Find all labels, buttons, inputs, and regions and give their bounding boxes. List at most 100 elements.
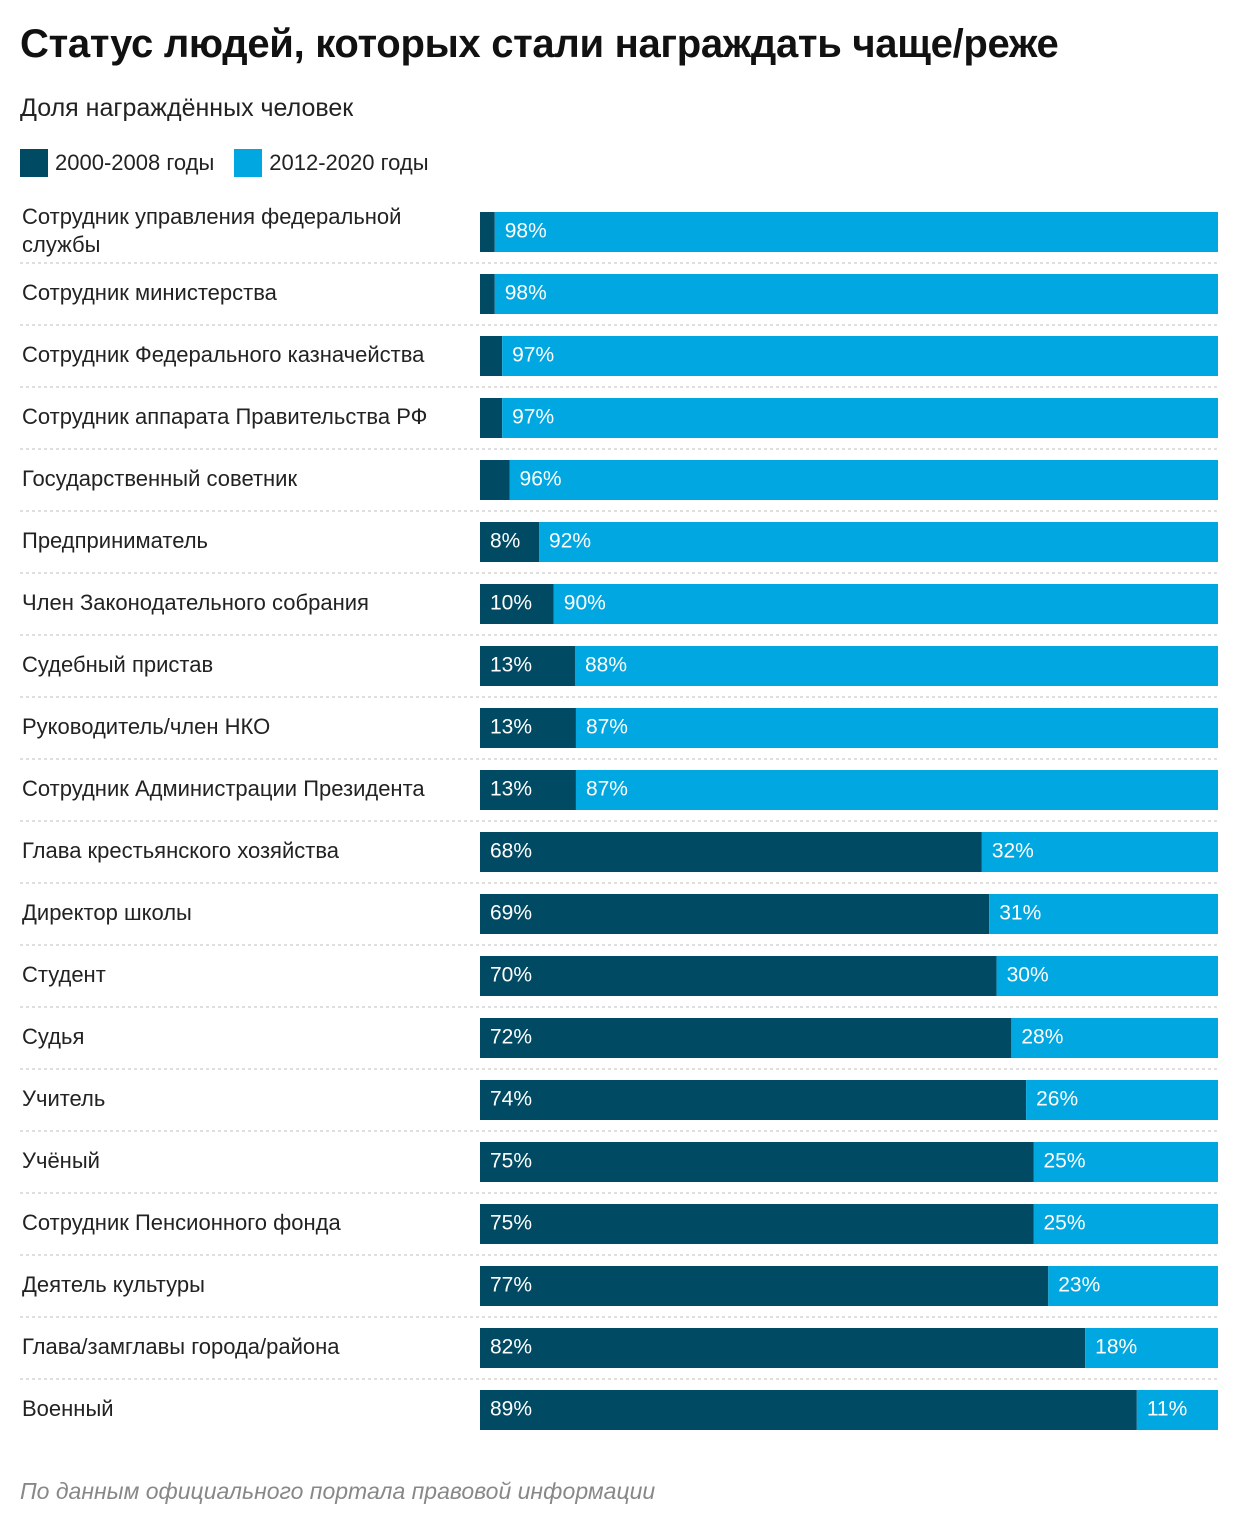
bar-period-2 (1033, 1204, 1218, 1244)
legend-swatch-period-1 (20, 149, 48, 177)
bar-period-1 (480, 1328, 1086, 1368)
data-label-period-2: 87% (586, 778, 628, 801)
legend-label-period-1: 2000-2008 годы (55, 150, 215, 175)
legend-label-period-2: 2012-2020 годы (269, 150, 429, 175)
category-label: Глава/замглавы города/района (22, 1334, 340, 1359)
bar-period-1 (480, 336, 503, 376)
data-label-period-2: 25% (1044, 1212, 1086, 1235)
bar-period-2 (502, 398, 1218, 438)
category-label: Сотрудник Администрации Президента (22, 776, 425, 801)
chart-subtitle: Доля награждённых человек (20, 94, 354, 122)
bar-period-2 (494, 212, 1218, 252)
data-label-period-1: 70% (490, 964, 532, 987)
data-label-period-2: 92% (549, 530, 591, 553)
data-label-period-2: 32% (992, 840, 1034, 863)
bar-period-2 (574, 646, 1218, 686)
bar-period-1 (480, 274, 495, 314)
legend-item-period-2: 2012-2020 годы (234, 149, 429, 177)
data-label-period-1: 82% (490, 1336, 532, 1359)
bar-period-1 (480, 1018, 1012, 1058)
category-label: Предприниматель (22, 528, 208, 553)
data-label-period-2: 97% (512, 406, 554, 429)
data-label-period-2: 28% (1021, 1026, 1063, 1049)
data-label-period-1: 72% (490, 1026, 532, 1049)
data-label-period-1: 75% (490, 1212, 532, 1235)
bar-period-1 (480, 584, 554, 624)
category-label: Член Законодательного собрания (22, 590, 369, 615)
data-label-period-1: 74% (490, 1088, 532, 1111)
category-label: Деятель культуры (22, 1272, 205, 1297)
bar-period-2 (1011, 1018, 1218, 1058)
data-label-period-1: 8% (490, 530, 520, 553)
legend-swatch-period-2 (234, 149, 263, 177)
bar-period-1 (480, 1266, 1049, 1306)
data-label-period-1: 77% (490, 1274, 532, 1297)
bar-period-2 (1033, 1142, 1218, 1182)
bar-period-1 (480, 770, 576, 810)
data-label-period-2: 97% (512, 344, 554, 367)
bar-period-1 (480, 894, 990, 934)
data-label-period-2: 26% (1036, 1088, 1078, 1111)
data-label-period-1: 13% (490, 778, 532, 801)
data-label-period-2: 23% (1058, 1274, 1100, 1297)
data-label-period-1: 10% (490, 592, 532, 615)
bar-period-1 (480, 956, 997, 996)
chart-title: Статус людей, которых стали награждать ч… (20, 22, 1059, 66)
data-label-period-2: 88% (585, 654, 627, 677)
bar-period-2 (1048, 1266, 1218, 1306)
bar-period-1 (480, 646, 575, 686)
bar-period-2 (989, 894, 1218, 934)
bar-period-1 (480, 522, 540, 562)
data-label-period-2: 87% (586, 716, 628, 739)
bar-period-2 (996, 956, 1218, 996)
bar-period-2 (502, 336, 1218, 376)
bar-period-1 (480, 460, 510, 500)
category-label: Учитель (22, 1086, 105, 1111)
bar-period-1 (480, 832, 982, 872)
category-label: Военный (22, 1396, 114, 1421)
data-label-period-2: 98% (505, 220, 547, 243)
bar-period-2 (494, 274, 1218, 314)
category-label: службы (22, 232, 100, 257)
category-label: Сотрудник управления федеральной (22, 204, 401, 229)
data-label-period-2: 31% (999, 902, 1041, 925)
data-label-period-2: 25% (1044, 1150, 1086, 1173)
bar-period-2 (1136, 1390, 1218, 1430)
category-label: Сотрудник аппарата Правительства РФ (22, 404, 427, 429)
data-label-period-2: 11% (1147, 1398, 1187, 1421)
stacked-bar-chart: Сотрудник управления федеральной службы 98… (20, 204, 1218, 1430)
bar-period-1 (480, 1142, 1034, 1182)
category-label: Государственный советник (22, 466, 297, 491)
category-label: Сотрудник Федерального казначейства (22, 342, 425, 367)
source-note: По данным официального портала правовой … (20, 1478, 656, 1504)
data-label-period-2: 18% (1095, 1336, 1137, 1359)
category-label: Сотрудник министерства (22, 280, 278, 305)
bar-period-1 (480, 398, 503, 438)
legend-item-period-1: 2000-2008 годы (20, 149, 214, 177)
data-label-period-2: 90% (564, 592, 606, 615)
data-label-period-2: 96% (520, 468, 562, 491)
bar-period-1 (480, 1390, 1137, 1430)
bar-period-2 (1026, 1080, 1218, 1120)
data-label-period-1: 89% (490, 1398, 532, 1421)
category-label: Судебный пристав (22, 652, 213, 677)
bar-period-2 (981, 832, 1218, 872)
category-label: Студент (22, 962, 106, 987)
data-label-period-2: 98% (505, 282, 547, 305)
data-label-period-1: 13% (490, 654, 532, 677)
bar-period-1 (480, 1204, 1034, 1244)
bar-period-2 (539, 522, 1218, 562)
bar-period-1 (480, 708, 576, 748)
bar-period-1 (480, 1080, 1027, 1120)
data-label-period-1: 75% (490, 1150, 532, 1173)
data-label-period-2: 30% (1007, 964, 1049, 987)
legend: 2000-2008 годы 2012-2020 годы (20, 148, 449, 178)
data-label-period-1: 68% (490, 840, 532, 863)
bar-period-2 (575, 708, 1218, 748)
bar-period-2 (509, 460, 1218, 500)
data-label-period-1: 69% (490, 902, 532, 925)
data-label-period-1: 13% (490, 716, 532, 739)
category-label: Учёный (22, 1148, 100, 1173)
category-label: Руководитель/член НКО (22, 714, 270, 739)
category-label: Сотрудник Пенсионного фонда (22, 1210, 341, 1235)
